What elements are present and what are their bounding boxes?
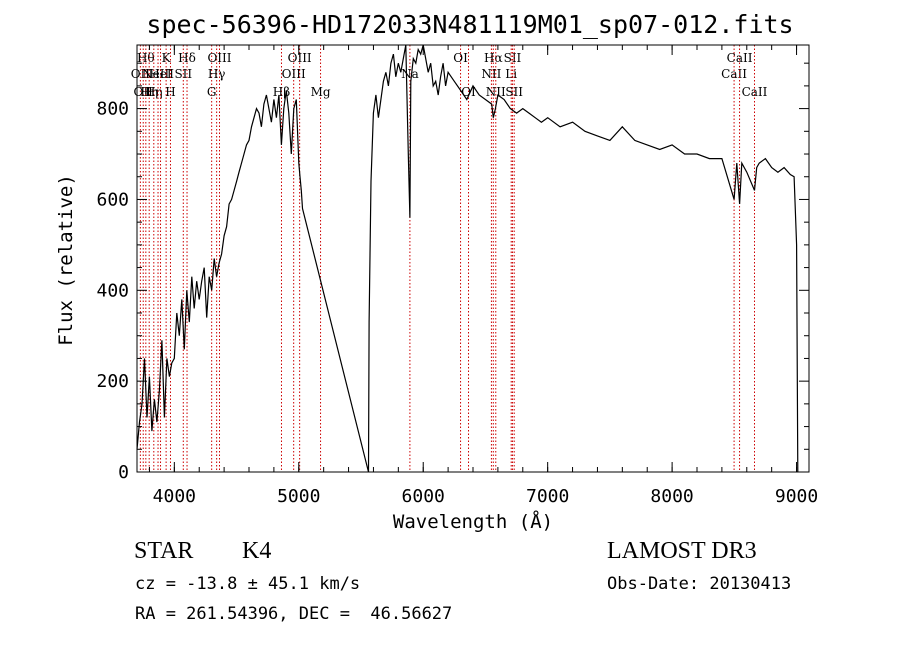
redshift-cz: cz = -13.8 ± 45.1 km/s [135,574,361,594]
spectral-line-label: SII [174,67,192,81]
survey-name: LAMOST DR3 [607,538,757,564]
spectral-line-label: G [207,85,217,99]
y-tick-label: 600 [96,189,129,210]
spectral-line-label: Hβ [273,85,290,99]
spectral-line-label: Hη [145,85,163,99]
axis-ticks: 4000 5000 6000 7000 8000 9000 0 200 400 600 800 [96,45,818,507]
spectral-line-label: NII [481,67,501,81]
x-tick-label: 8000 [650,486,693,507]
spectral-line-label: SII [504,51,522,65]
spectral-line-label: Hα [484,51,503,65]
y-tick-label: 400 [96,280,129,301]
spectral-line-label: OI [453,51,468,65]
y-tick-label: 800 [96,99,129,120]
object-subclass: K4 [242,538,272,564]
spectral-line-label: CaII [727,51,753,65]
spectral-line-label: NII [486,85,506,99]
x-tick-label: 9000 [775,486,818,507]
spectral-line-label: Li [505,67,517,81]
spectral-line-label: HeI [149,67,172,81]
spectral-line-label: SII [505,85,523,99]
plot-frame [136,44,810,473]
spectral-line-label: OIII [288,51,312,65]
x-tick-label: 5000 [277,486,320,507]
observation-date: Obs-Date: 20130413 [607,574,792,594]
spectral-line-label: OIII [282,67,306,81]
y-axis-label: Flux (relative) [55,174,77,346]
coordinates: RA = 261.54396, DEC = 46.56627 [135,604,453,624]
flux-series-line [136,44,799,473]
spectral-line-label: Mg [311,85,331,99]
spectral-line-label: OII [134,85,154,99]
x-tick-label: 6000 [402,486,445,507]
y-tick-label: 0 [118,462,129,483]
spectral-line-label: Hγ [208,67,226,81]
spectral-line-label: OIII [207,51,231,65]
chart-title: spec-56396-HD172033N481119M01_sp07-012.f… [146,10,793,39]
spectral-line-label: CaII [721,67,747,81]
spectral-line-label: CaII [742,85,768,99]
object-class: STAR [134,538,194,564]
spectral-line-label: K [162,51,172,65]
spectral-lines: OIIOIIHθHηHηNeIIIHeIKHSIIHδGHγOIIIHβOIII… [131,45,768,472]
spectral-line-label: Hθ [137,51,155,65]
x-tick-label: 7000 [526,486,569,507]
spectral-line-label: H [165,85,175,99]
y-tick-label: 200 [96,371,129,392]
x-tick-label: 4000 [153,486,196,507]
spectral-line-label: Na [401,67,419,81]
spectral-line-label: Hδ [178,51,196,65]
x-axis-label: Wavelength (Å) [393,510,553,533]
